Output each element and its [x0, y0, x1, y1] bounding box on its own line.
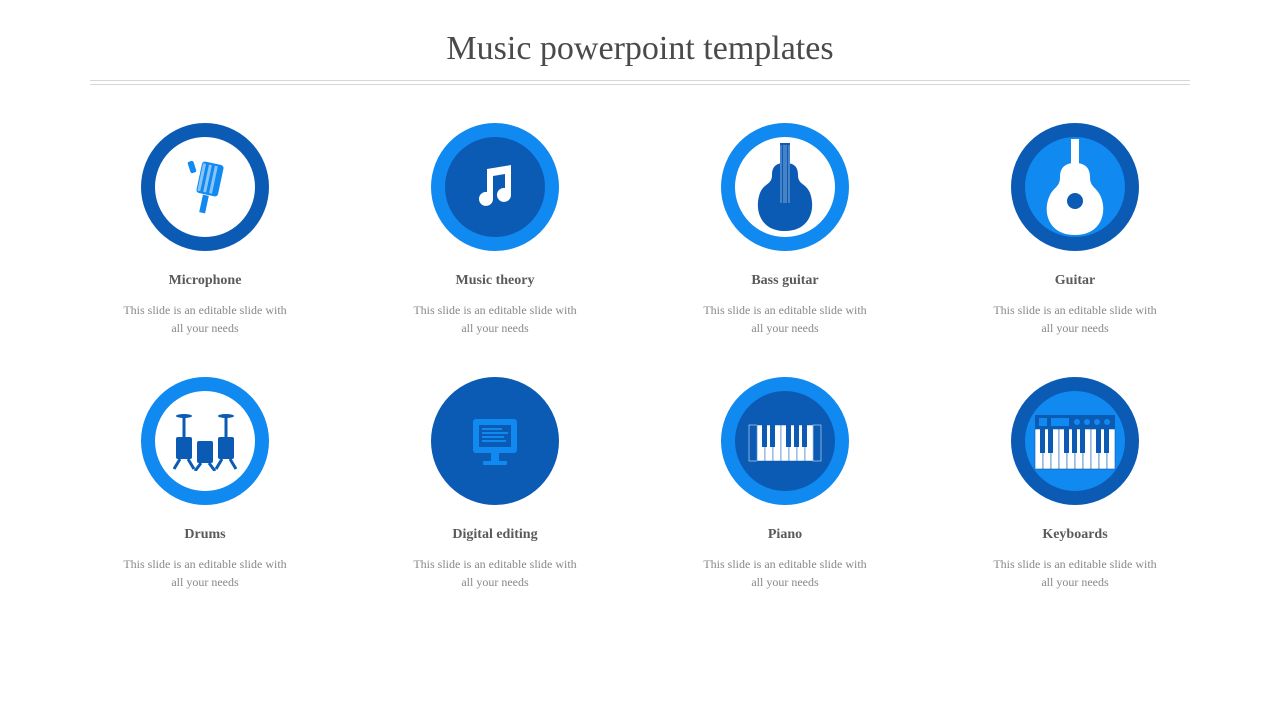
circle-microphone	[141, 123, 269, 251]
item-desc-drums: This slide is an editable slide with all…	[120, 555, 290, 591]
item-title-guitar: Guitar	[1055, 273, 1095, 289]
circle-drums	[141, 377, 269, 505]
drums-icon	[170, 411, 240, 471]
divider-line-1	[90, 80, 1190, 81]
item-guitar: Guitar This slide is an editable slide w…	[960, 123, 1190, 337]
item-desc-piano: This slide is an editable slide with all…	[700, 555, 870, 591]
item-desc-microphone: This slide is an editable slide with all…	[120, 301, 290, 337]
icon-grid: Microphone This slide is an editable sli…	[90, 123, 1190, 591]
item-music-theory: Music theory This slide is an editable s…	[380, 123, 610, 337]
monitor-icon	[465, 411, 525, 471]
item-microphone: Microphone This slide is an editable sli…	[90, 123, 320, 337]
circle-bass-guitar	[721, 123, 849, 251]
item-title-microphone: Microphone	[169, 273, 242, 289]
item-title-keyboards: Keyboards	[1042, 527, 1107, 543]
circle-piano	[721, 377, 849, 505]
piano-icon	[745, 411, 825, 471]
circle-digital-editing	[431, 377, 559, 505]
slide: Music powerpoint templates Microphone	[0, 0, 1280, 720]
item-bass-guitar: Bass guitar This slide is an editable sl…	[670, 123, 900, 337]
item-desc-bass-guitar: This slide is an editable slide with all…	[700, 301, 870, 337]
divider-line-2	[90, 84, 1190, 85]
item-drums: Drums This slide is an editable slide wi…	[90, 377, 320, 591]
item-desc-digital-editing: This slide is an editable slide with all…	[410, 555, 580, 591]
circle-guitar	[1011, 123, 1139, 251]
bass-guitar-icon	[750, 143, 820, 231]
guitar-icon	[1040, 139, 1110, 235]
item-title-piano: Piano	[768, 527, 802, 543]
item-piano: Piano This slide is an editable slide wi…	[670, 377, 900, 591]
item-desc-keyboards: This slide is an editable slide with all…	[990, 555, 1160, 591]
keyboard-icon	[1033, 409, 1117, 473]
page-title: Music powerpoint templates	[90, 30, 1190, 68]
music-note-icon	[467, 159, 523, 215]
item-title-music-theory: Music theory	[456, 273, 535, 289]
microphone-icon	[175, 157, 235, 217]
item-keyboards: Keyboards This slide is an editable slid…	[960, 377, 1190, 591]
item-desc-music-theory: This slide is an editable slide with all…	[410, 301, 580, 337]
circle-music-theory	[431, 123, 559, 251]
item-desc-guitar: This slide is an editable slide with all…	[990, 301, 1160, 337]
item-title-drums: Drums	[184, 527, 225, 543]
item-title-digital-editing: Digital editing	[452, 527, 537, 543]
item-title-bass-guitar: Bass guitar	[751, 273, 818, 289]
item-digital-editing: Digital editing This slide is an editabl…	[380, 377, 610, 591]
circle-keyboards	[1011, 377, 1139, 505]
